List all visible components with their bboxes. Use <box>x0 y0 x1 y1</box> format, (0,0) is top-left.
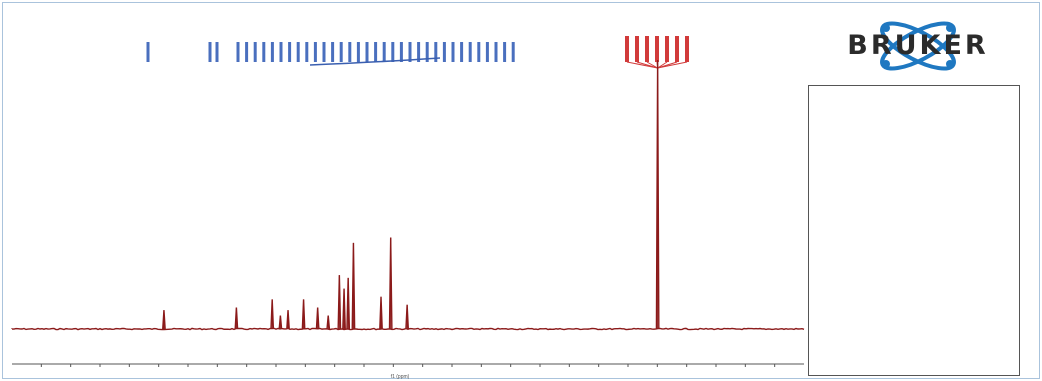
x-axis-label: f1 (ppm) <box>391 374 410 380</box>
peak-label-blue-18 <box>365 42 369 62</box>
logo-wordmark: BRUKER <box>847 30 989 61</box>
peak-label-blue-14 <box>331 42 335 62</box>
peak-label-blue-16 <box>348 42 352 62</box>
parameter-row <box>813 318 895 324</box>
parameter-row <box>813 173 895 179</box>
peak-label-blue-23 <box>408 42 412 62</box>
parameter-row <box>813 148 895 154</box>
parameter-row <box>813 195 895 201</box>
parameter-row <box>813 326 895 332</box>
parameter-row <box>813 311 895 317</box>
peak-label-blue-32 <box>485 42 489 62</box>
peak-label-red-1 <box>635 36 639 62</box>
parameter-row <box>813 355 895 361</box>
parameter-row <box>813 126 895 132</box>
peak-label-blue-4 <box>245 42 249 62</box>
peak-label-red-3 <box>655 36 659 62</box>
peak-label-blue-20 <box>382 42 386 62</box>
parameter-row <box>813 133 895 139</box>
parameter-row <box>813 281 895 287</box>
peak-label-blue-33 <box>494 42 498 62</box>
parameter-row <box>813 304 895 310</box>
peak-label-blue-29 <box>460 42 464 62</box>
peak-label-red-5 <box>675 36 679 62</box>
parameter-row <box>813 231 895 237</box>
parameter-row <box>813 341 895 347</box>
peak-label-blue-35 <box>511 42 515 62</box>
peak-label-blue-28 <box>451 42 455 62</box>
parameter-row <box>813 296 895 302</box>
peak-labels-group <box>146 36 689 329</box>
parameter-row <box>813 141 895 147</box>
peak-label-blue-30 <box>468 42 472 62</box>
peak-label-red-connector-2 <box>646 61 658 69</box>
peak-label-blue-12 <box>313 42 317 62</box>
peak-label-blue-13 <box>322 42 326 62</box>
parameter-row <box>813 348 895 354</box>
peak-label-blue-19 <box>374 42 378 62</box>
peak-label-blue-27 <box>442 42 446 62</box>
peak-label-blue-17 <box>356 42 360 62</box>
parameter-row <box>813 289 895 295</box>
parameter-row <box>813 271 895 277</box>
peak-label-blue-15 <box>339 42 343 62</box>
peak-label-red-0 <box>625 36 629 62</box>
peak-label-blue-6 <box>262 42 266 62</box>
spectrum-trace <box>11 59 805 331</box>
peak-label-blue-21 <box>391 42 395 62</box>
peak-label-blue-26 <box>434 42 438 62</box>
bruker-logo <box>880 21 956 71</box>
peak-label-blue-31 <box>477 42 481 62</box>
peak-label-blue-1 <box>208 42 212 62</box>
peak-label-red-connector-6 <box>657 61 688 69</box>
parameter-row <box>813 166 895 172</box>
peak-label-blue-25 <box>425 42 429 62</box>
parameter-row <box>813 256 895 262</box>
peak-label-blue-2 <box>215 42 219 62</box>
peak-label-red-6 <box>685 36 689 62</box>
parameter-row <box>813 216 895 222</box>
parameter-row <box>813 181 895 187</box>
parameter-row <box>813 188 895 194</box>
parameter-row <box>813 209 895 215</box>
peak-label-blue-9 <box>288 42 292 62</box>
parameter-row <box>813 224 895 230</box>
peak-label-blue-10 <box>296 42 300 62</box>
peak-label-red-connector-1 <box>636 61 658 69</box>
parameter-row <box>813 108 895 114</box>
peak-label-blue-11 <box>305 42 309 62</box>
parameters-table <box>808 85 1020 376</box>
peak-label-blue-5 <box>253 42 257 62</box>
orbit-nodes-icon <box>882 24 954 68</box>
peak-label-red-4 <box>665 36 669 62</box>
peak-label-blue-3 <box>236 42 240 62</box>
peak-label-blue-8 <box>279 42 283 62</box>
peak-label-blue-0 <box>146 42 150 62</box>
peak-label-blue-7 <box>270 42 274 62</box>
parameter-row <box>813 264 895 270</box>
peak-label-blue-24 <box>417 42 421 62</box>
peak-label-blue-34 <box>503 42 507 62</box>
peak-label-red-2 <box>645 36 649 62</box>
parameter-row <box>813 118 895 124</box>
parameter-row <box>813 249 895 255</box>
parameter-row <box>813 155 895 161</box>
peak-label-blue-22 <box>399 42 403 62</box>
blue-label-connector <box>309 57 441 66</box>
parameter-row <box>813 333 895 339</box>
parameter-row <box>813 238 895 244</box>
